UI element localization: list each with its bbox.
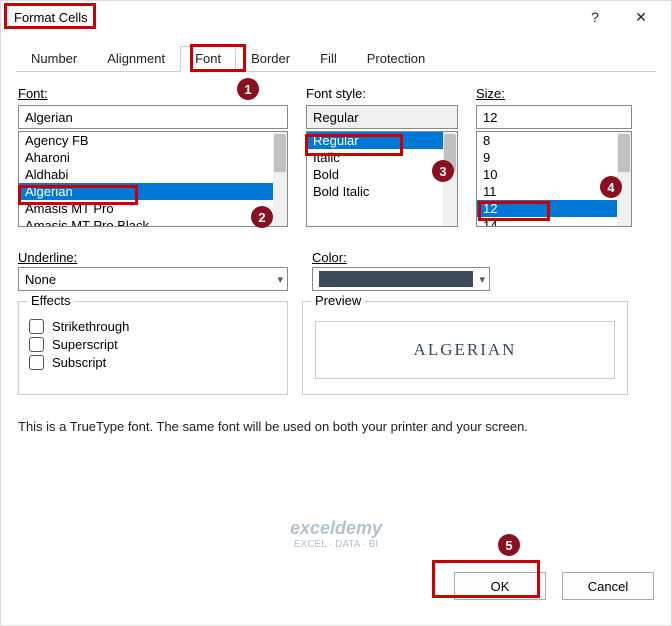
list-item[interactable]: 14 xyxy=(477,217,617,226)
titlebar: Format Cells ? ✕ xyxy=(0,0,672,34)
list-item[interactable]: Aharoni xyxy=(19,149,273,166)
color-swatch xyxy=(319,271,473,287)
scrollbar[interactable] xyxy=(443,132,457,226)
size-listbox[interactable]: 8 9 10 11 12 14 xyxy=(476,131,632,227)
checkbox-icon xyxy=(29,355,44,370)
list-item[interactable]: Algerian xyxy=(19,183,273,200)
tab-number[interactable]: Number xyxy=(16,46,92,72)
scrollbar[interactable] xyxy=(273,132,287,226)
underline-value: None xyxy=(25,272,56,287)
color-label: Color: xyxy=(312,250,347,265)
list-item[interactable]: Amasis MT Pro Black xyxy=(19,217,273,226)
tab-alignment[interactable]: Alignment xyxy=(92,46,180,72)
font-label: Font: xyxy=(18,86,288,101)
fontstyle-label: Font style: xyxy=(306,86,458,101)
list-item[interactable]: Agency FB xyxy=(19,132,273,149)
checkbox-icon xyxy=(29,319,44,334)
help-button[interactable]: ? xyxy=(572,2,618,32)
format-cells-dialog: Format Cells ? ✕ Number Alignment Font B… xyxy=(0,0,672,626)
list-item[interactable]: Amasis MT Pro xyxy=(19,200,273,217)
list-item[interactable]: Aldhabi xyxy=(19,166,273,183)
close-button[interactable]: ✕ xyxy=(618,2,664,32)
chevron-down-icon: ▾ xyxy=(277,273,283,286)
font-note: This is a TrueType font. The same font w… xyxy=(0,395,672,434)
cancel-button[interactable]: Cancel xyxy=(562,572,654,600)
preview-legend: Preview xyxy=(311,293,365,308)
strikethrough-check[interactable]: Strikethrough xyxy=(29,319,277,334)
font-input[interactable] xyxy=(18,105,288,129)
fontstyle-input[interactable] xyxy=(306,105,458,129)
scrollbar[interactable] xyxy=(617,132,631,226)
color-select[interactable]: ▾ xyxy=(312,267,490,291)
annotation-badge: 5 xyxy=(498,534,520,556)
superscript-check[interactable]: Superscript xyxy=(29,337,277,352)
fontstyle-listbox[interactable]: Regular Italic Bold Bold Italic xyxy=(306,131,458,227)
list-item[interactable]: 10 xyxy=(477,166,617,183)
tab-font[interactable]: Font xyxy=(180,46,236,72)
underline-label: Underline: xyxy=(18,250,77,265)
underline-select[interactable]: None ▾ xyxy=(18,267,288,291)
chevron-down-icon: ▾ xyxy=(479,273,485,286)
size-label: Size: xyxy=(476,86,632,101)
effects-panel: Effects Strikethrough Superscript Subscr… xyxy=(18,301,288,395)
preview-sample: AlgerIAN xyxy=(414,340,517,360)
tab-fill[interactable]: Fill xyxy=(305,46,352,72)
list-item[interactable]: 11 xyxy=(477,183,617,200)
size-input[interactable] xyxy=(476,105,632,129)
tab-strip: Number Alignment Font Border Fill Protec… xyxy=(16,46,656,72)
subscript-check[interactable]: Subscript xyxy=(29,355,277,370)
list-item[interactable]: Bold xyxy=(307,166,443,183)
list-item[interactable]: 8 xyxy=(477,132,617,149)
checkbox-icon xyxy=(29,337,44,352)
watermark: exceldemy EXCEL · DATA · BI xyxy=(290,518,382,550)
tab-border[interactable]: Border xyxy=(236,46,305,72)
dialog-title: Format Cells xyxy=(8,7,94,28)
ok-button[interactable]: OK xyxy=(454,572,546,600)
font-listbox[interactable]: Agency FB Aharoni Aldhabi Algerian Amasi… xyxy=(18,131,288,227)
list-item[interactable]: 9 xyxy=(477,149,617,166)
list-item[interactable]: 12 xyxy=(477,200,617,217)
effects-legend: Effects xyxy=(27,293,75,308)
list-item[interactable]: Italic xyxy=(307,149,443,166)
tab-protection[interactable]: Protection xyxy=(352,46,441,72)
list-item[interactable]: Regular xyxy=(307,132,443,149)
list-item[interactable]: Bold Italic xyxy=(307,183,443,200)
preview-panel: Preview AlgerIAN xyxy=(302,301,628,395)
